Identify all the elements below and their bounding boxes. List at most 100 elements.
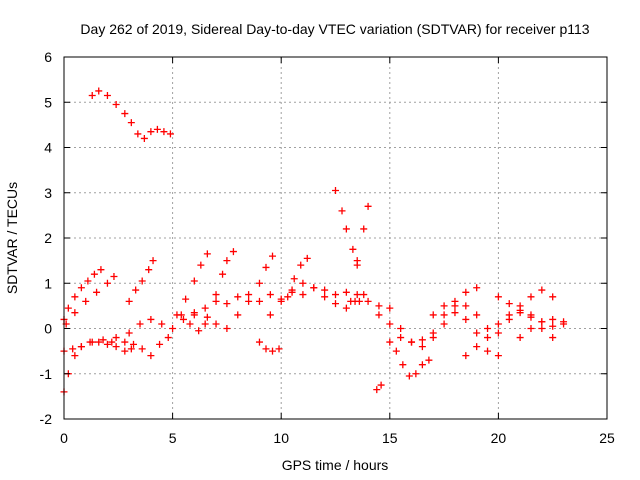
data-point — [364, 202, 372, 210]
data-point — [392, 347, 400, 355]
data-point — [269, 252, 277, 260]
data-point — [275, 345, 283, 353]
series-arc-6 — [125, 257, 157, 305]
y-tick-label: -2 — [40, 411, 53, 427]
data-point — [201, 320, 209, 328]
series-arc-24 — [516, 315, 568, 342]
data-point — [134, 130, 142, 138]
data-point — [103, 340, 111, 348]
series-arc-10 — [190, 284, 394, 319]
data-point — [99, 336, 107, 344]
data-point — [245, 297, 253, 305]
data-point — [269, 347, 277, 355]
data-point — [153, 125, 161, 133]
chart-title: Day 262 of 2019, Sidereal Day-to-day VTE… — [80, 21, 589, 37]
y-tick-label: 2 — [44, 230, 52, 246]
data-point — [332, 186, 339, 194]
data-point — [484, 325, 492, 332]
data-point — [203, 313, 211, 321]
y-axis-label: SDTVAR / TECUs — [4, 182, 20, 294]
data-point — [397, 334, 405, 342]
x-axis-label: GPS time / hours — [282, 457, 389, 473]
data-point — [245, 291, 253, 299]
data-point — [321, 293, 329, 301]
data-point — [284, 293, 292, 301]
data-point — [418, 361, 426, 369]
data-point — [375, 302, 383, 310]
series-arc-2 — [60, 266, 105, 323]
series-arc-14 — [284, 254, 311, 301]
data-point — [342, 304, 350, 312]
data-point — [64, 304, 72, 312]
y-tick-label: 3 — [44, 185, 52, 201]
data-point — [364, 297, 372, 305]
data-point — [527, 325, 535, 332]
data-point — [186, 320, 194, 328]
data-point — [95, 338, 103, 346]
data-point — [145, 266, 153, 274]
data-point — [69, 345, 77, 353]
data-point — [130, 340, 138, 348]
y-tick-label: -1 — [40, 366, 53, 382]
data-point — [112, 101, 120, 109]
data-point — [132, 286, 140, 294]
data-point — [147, 352, 155, 360]
data-point — [266, 291, 274, 299]
data-point — [527, 293, 535, 301]
data-point — [408, 338, 416, 346]
data-point — [349, 245, 357, 253]
data-point — [97, 266, 105, 274]
data-point — [234, 311, 242, 319]
data-point — [95, 87, 103, 95]
data-point — [386, 304, 394, 312]
data-point — [125, 297, 133, 305]
data-point — [342, 225, 350, 233]
data-point — [169, 325, 177, 332]
data-point — [473, 311, 481, 319]
data-point — [149, 257, 157, 265]
data-point — [386, 338, 394, 346]
data-point — [219, 270, 227, 278]
data-point — [84, 277, 92, 285]
data-point — [266, 311, 274, 319]
x-tick-label: 5 — [169, 430, 177, 446]
data-point — [462, 288, 470, 296]
x-tick-label: 20 — [491, 430, 507, 446]
data-point — [223, 257, 231, 265]
data-point — [297, 261, 305, 269]
data-point — [451, 309, 459, 317]
data-point — [140, 134, 148, 142]
data-point — [549, 322, 557, 330]
data-point — [538, 325, 546, 332]
data-point — [223, 325, 231, 332]
data-point — [229, 248, 237, 256]
data-point — [418, 343, 426, 351]
data-point — [203, 250, 211, 258]
data-point — [71, 293, 79, 301]
data-point — [462, 302, 470, 310]
series-arc-12 — [255, 338, 283, 355]
data-point — [549, 293, 557, 301]
data-point — [277, 297, 285, 305]
data-point — [112, 334, 120, 342]
data-point — [321, 286, 329, 294]
data-point — [549, 315, 557, 323]
gridlines — [64, 57, 607, 419]
data-point — [516, 334, 524, 342]
series-arc-16 — [347, 202, 372, 305]
data-point — [303, 254, 311, 262]
data-point — [108, 338, 116, 346]
data-point — [255, 279, 263, 287]
data-point — [88, 91, 96, 99]
data-point — [223, 300, 231, 308]
data-point — [440, 320, 448, 328]
data-point — [397, 325, 405, 332]
data-point — [484, 347, 492, 355]
data-point — [127, 345, 135, 353]
data-point — [103, 91, 111, 99]
data-point — [190, 311, 198, 319]
data-point — [262, 345, 270, 353]
data-point — [255, 297, 263, 305]
data-point — [342, 288, 350, 296]
